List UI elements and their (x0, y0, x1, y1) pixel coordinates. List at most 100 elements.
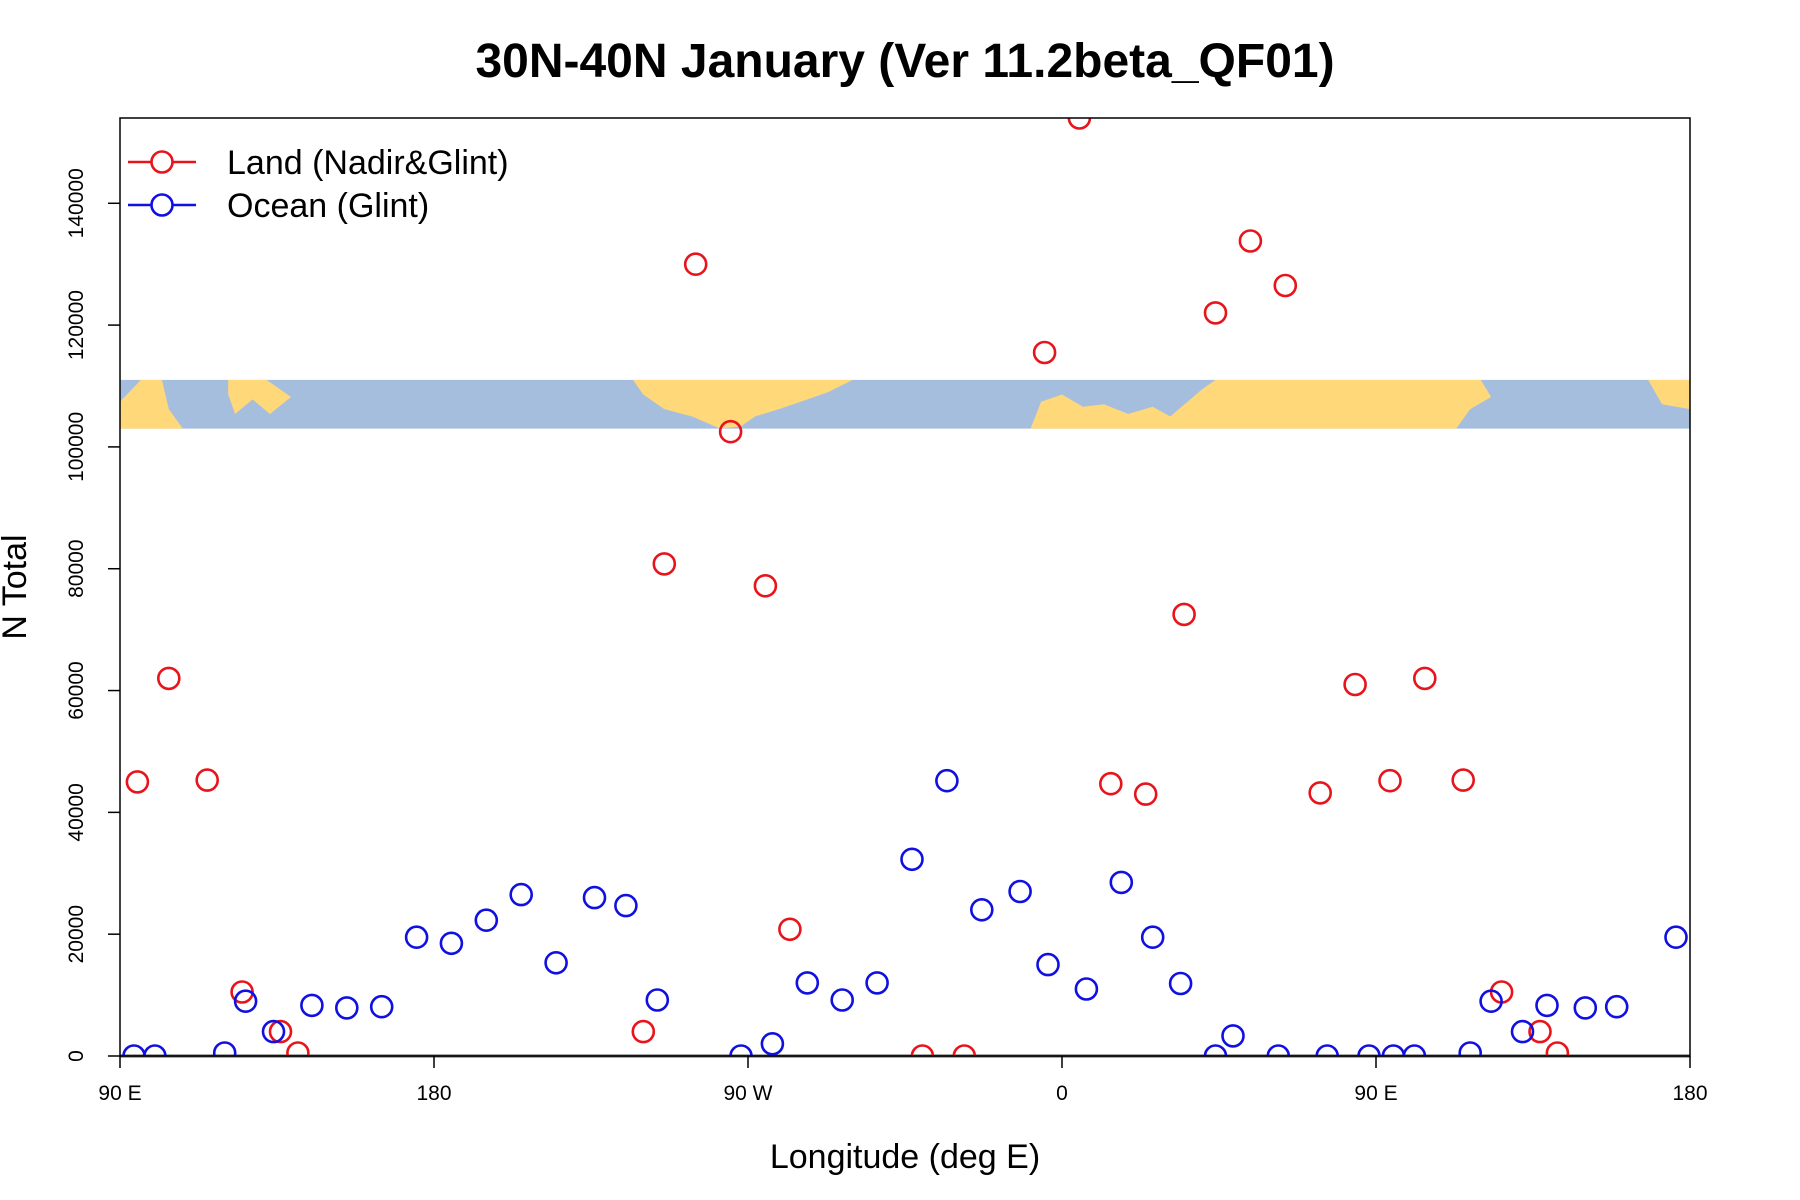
map-land-3 (632, 379, 853, 429)
ocean-point-14 (582, 885, 607, 910)
ocean-point-40 (1510, 1019, 1535, 1044)
land-point-27 (1451, 768, 1475, 792)
ocean-point-16 (645, 988, 670, 1012)
map-land-1 (120, 379, 183, 429)
ocean-point-17 (729, 1044, 753, 1056)
ocean-point-22 (900, 847, 924, 872)
legend: Land (Nadir&Glint) Ocean (Glint) (128, 144, 509, 225)
ocean-point-3 (212, 1041, 237, 1056)
ocean-point-37 (1402, 1044, 1427, 1056)
ocean-point-26 (1036, 952, 1060, 977)
ocean-point-23 (935, 768, 959, 793)
ocean-point-27 (1074, 977, 1099, 1001)
map-land-5 (1648, 379, 1690, 410)
legend-marker-2 (150, 193, 174, 217)
x-axis-label: Longitude (deg E) (770, 1138, 1040, 1176)
ocean-point-28 (1109, 870, 1134, 895)
land-point-23 (1308, 781, 1332, 805)
ocean-point-36 (1381, 1044, 1406, 1056)
x-tick-label-5: 90 E (1354, 1082, 1397, 1105)
x-tick-label-1: 90 E (98, 1082, 141, 1105)
land-point-9 (683, 252, 708, 277)
y-tick-label-2: 20000 (65, 905, 88, 963)
ocean-point-7 (334, 996, 359, 1020)
y-tick-label-4: 60000 (65, 661, 88, 719)
y-axis-label: N Total (0, 534, 34, 639)
land-point-18 (1133, 782, 1158, 806)
x-tick-label-3: 90 W (723, 1082, 772, 1105)
y-tick-label-7: 120000 (65, 290, 88, 360)
y-axis: 0 20000 40000 60000 80000 100000 120000 140000 (65, 168, 120, 1062)
ocean-point-42 (1573, 996, 1598, 1020)
ocean-point-1 (122, 1044, 146, 1056)
legend-label-2: Ocean (Glint) (227, 187, 429, 225)
land-point-12 (778, 917, 802, 942)
land-point-21 (1238, 229, 1263, 253)
ocean-point-12 (509, 882, 534, 907)
y-tick-label-6: 100000 (65, 412, 88, 482)
land-point-2 (157, 666, 181, 691)
land-point-5 (268, 1019, 293, 1044)
ocean-point-39 (1479, 989, 1503, 1014)
ocean-point-43 (1604, 994, 1629, 1019)
ocean-point-11 (474, 908, 499, 933)
ocean-point-10 (439, 931, 464, 956)
ocean-point-18 (760, 1032, 785, 1056)
x-axis: 90 E 180 90 W 0 90 E 180 (98, 1056, 1708, 1105)
land-point-19 (1172, 602, 1196, 627)
ocean-point-20 (830, 988, 855, 1012)
map-land-2 (228, 379, 291, 414)
ocean-point-9 (404, 925, 429, 950)
legend-marker-1 (150, 150, 174, 174)
ocean-point-8 (369, 994, 394, 1019)
ocean-point-32 (1221, 1024, 1245, 1048)
land-point-6 (286, 1041, 310, 1056)
land-point-24 (1343, 672, 1367, 697)
ocean-point-13 (544, 950, 568, 975)
legend-label-1: Land (Nadir&Glint) (227, 144, 509, 182)
ocean-point-38 (1458, 1041, 1482, 1056)
ocean-point-21 (865, 971, 889, 995)
land-point-20 (1203, 301, 1228, 325)
ocean-point-15 (614, 893, 638, 918)
land-point-26 (1413, 666, 1437, 691)
y-tick-label-8: 140000 (65, 168, 88, 238)
land-point-25 (1378, 768, 1402, 793)
ocean-point-5 (261, 1019, 286, 1044)
land-point-1 (125, 770, 150, 794)
land-point-22 (1273, 273, 1298, 298)
map-land-4 (1030, 379, 1492, 429)
data-points (122, 118, 1688, 1056)
ocean-point-6 (300, 993, 324, 1018)
ocean-point-4 (233, 989, 258, 1014)
x-tick-label-6: 180 (1672, 1082, 1707, 1105)
x-tick-label-2: 180 (416, 1082, 451, 1105)
land-point-13 (910, 1044, 935, 1056)
chart-title: 30N-40N January (Ver 11.2beta_QF01) (475, 35, 1334, 88)
ocean-point-33 (1266, 1044, 1291, 1056)
land-point-17 (1099, 771, 1123, 796)
ocean-point-29 (1140, 925, 1165, 950)
ocean-point-2 (143, 1044, 167, 1056)
land-point-29 (1528, 1019, 1552, 1044)
land-point-15 (1032, 340, 1057, 365)
land-point-10 (718, 419, 743, 444)
land-point-16 (1067, 118, 1092, 130)
land-point-11 (753, 573, 778, 598)
ocean-point-41 (1535, 993, 1559, 1018)
land-point-30 (1545, 1041, 1570, 1056)
ocean-point-35 (1357, 1044, 1381, 1056)
ocean-point-19 (795, 971, 820, 995)
land-point-8 (652, 552, 677, 576)
land-point-7 (631, 1019, 656, 1044)
ocean-point-34 (1315, 1044, 1339, 1056)
ocean-point-24 (969, 897, 994, 922)
ocean-point-30 (1168, 971, 1193, 996)
y-tick-label-1: 0 (65, 1050, 88, 1062)
plot-frame (119, 117, 1691, 1057)
land-point-14 (952, 1044, 977, 1056)
x-tick-label-4: 0 (1056, 1082, 1068, 1105)
ocean-point-31 (1203, 1044, 1228, 1056)
ocean-point-44 (1664, 925, 1688, 950)
